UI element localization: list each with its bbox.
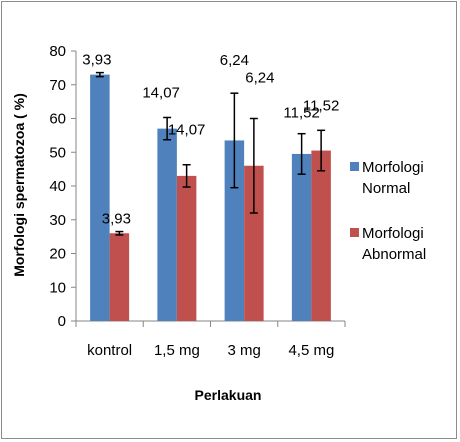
legend: Morfologi Normal Morfologi Abnormal	[350, 159, 426, 263]
legend-label: Abnormal	[362, 246, 426, 263]
data-label: 3,93	[102, 211, 131, 228]
legend-label: Normal	[362, 180, 410, 197]
bar-abnormal	[109, 233, 130, 321]
y-tick-label: 60	[49, 111, 66, 128]
data-labels: 3,93 14,07 6,24 11,52 3,93 14,07 6,24 11,52	[82, 52, 339, 228]
y-tick-label: 20	[49, 246, 66, 263]
x-tick-label: 3 mg	[227, 342, 260, 359]
y-tick-label: 10	[49, 279, 66, 296]
data-label: 6,24	[245, 70, 274, 87]
legend-label: Morfologi	[362, 159, 424, 176]
y-tick-label: 50	[49, 144, 66, 161]
bar-normal	[90, 74, 110, 321]
bar-abnormal	[311, 150, 331, 321]
y-tick-label: 40	[49, 178, 66, 195]
data-label: 3,93	[82, 52, 111, 69]
bar-normal	[157, 128, 177, 321]
data-label: 11,52	[303, 97, 339, 114]
legend-swatch	[350, 162, 359, 171]
error-bars	[95, 71, 326, 236]
data-label: 6,24	[220, 52, 249, 69]
legend-label: Morfologi	[362, 225, 424, 242]
bars	[90, 74, 331, 321]
bar-abnormal	[176, 175, 197, 321]
x-tick-label: 4,5 mg	[288, 342, 334, 359]
y-tick-label: 0	[58, 313, 66, 330]
y-axis-title: Morfologi spermatozoa ( %)	[11, 93, 27, 277]
y-tick-label: 70	[49, 77, 66, 94]
data-label: 14,07	[142, 84, 180, 101]
axes: 0 10 20 30 40 50 60 70 80 kontrol 1,5 mg 3 mg 4,5 mg	[49, 43, 346, 359]
data-label: 14,07	[168, 122, 206, 139]
legend-swatch	[350, 228, 359, 237]
bar-normal	[291, 153, 312, 321]
x-tick-label: 1,5 mg	[154, 342, 200, 359]
bar-abnormal	[244, 165, 264, 321]
y-tick-label: 80	[49, 43, 66, 60]
bar-normal	[224, 140, 245, 321]
y-tick-label: 30	[49, 212, 66, 229]
data-label: 11,52	[283, 105, 319, 122]
x-tick-label: kontrol	[87, 342, 132, 359]
x-axis-title: Perlakuan	[195, 387, 262, 403]
